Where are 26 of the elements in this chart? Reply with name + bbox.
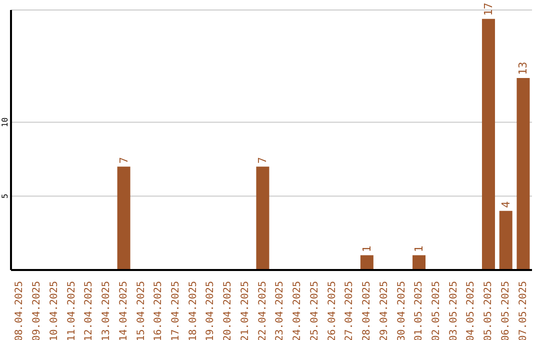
x-tick-label: 12.04.2025 xyxy=(84,281,95,340)
bar xyxy=(516,78,530,270)
bar xyxy=(256,166,270,270)
bar xyxy=(499,210,512,270)
bar xyxy=(360,255,374,270)
data-label: 17 xyxy=(482,2,495,16)
x-tick-label: 11.04.2025 xyxy=(66,281,78,340)
data-label: 7 xyxy=(117,156,130,164)
data-label: 4 xyxy=(499,200,512,208)
x-tick-label: 13.04.2025 xyxy=(101,281,112,340)
bar xyxy=(412,255,426,270)
x-tick-label: 18.04.2025 xyxy=(188,281,199,340)
bar xyxy=(117,166,130,270)
x-tick-label: 16.04.2025 xyxy=(153,281,164,340)
data-label: 1 xyxy=(360,246,374,252)
y-tick-label: 10 xyxy=(0,117,10,128)
x-tick-label: 17.04.2025 xyxy=(170,281,182,340)
x-tick-label: 19.04.2025 xyxy=(205,281,216,340)
data-label: 13 xyxy=(516,62,530,75)
bar xyxy=(482,18,495,270)
x-tick-label: 15.04.2025 xyxy=(136,281,147,340)
data-label: 7 xyxy=(256,156,270,164)
x-tick-label: 10.04.2025 xyxy=(48,281,60,340)
data-label: 1 xyxy=(412,246,426,252)
y-tick-label: 5 xyxy=(0,194,10,199)
x-tick-label: 14.04.2025 xyxy=(118,281,130,340)
